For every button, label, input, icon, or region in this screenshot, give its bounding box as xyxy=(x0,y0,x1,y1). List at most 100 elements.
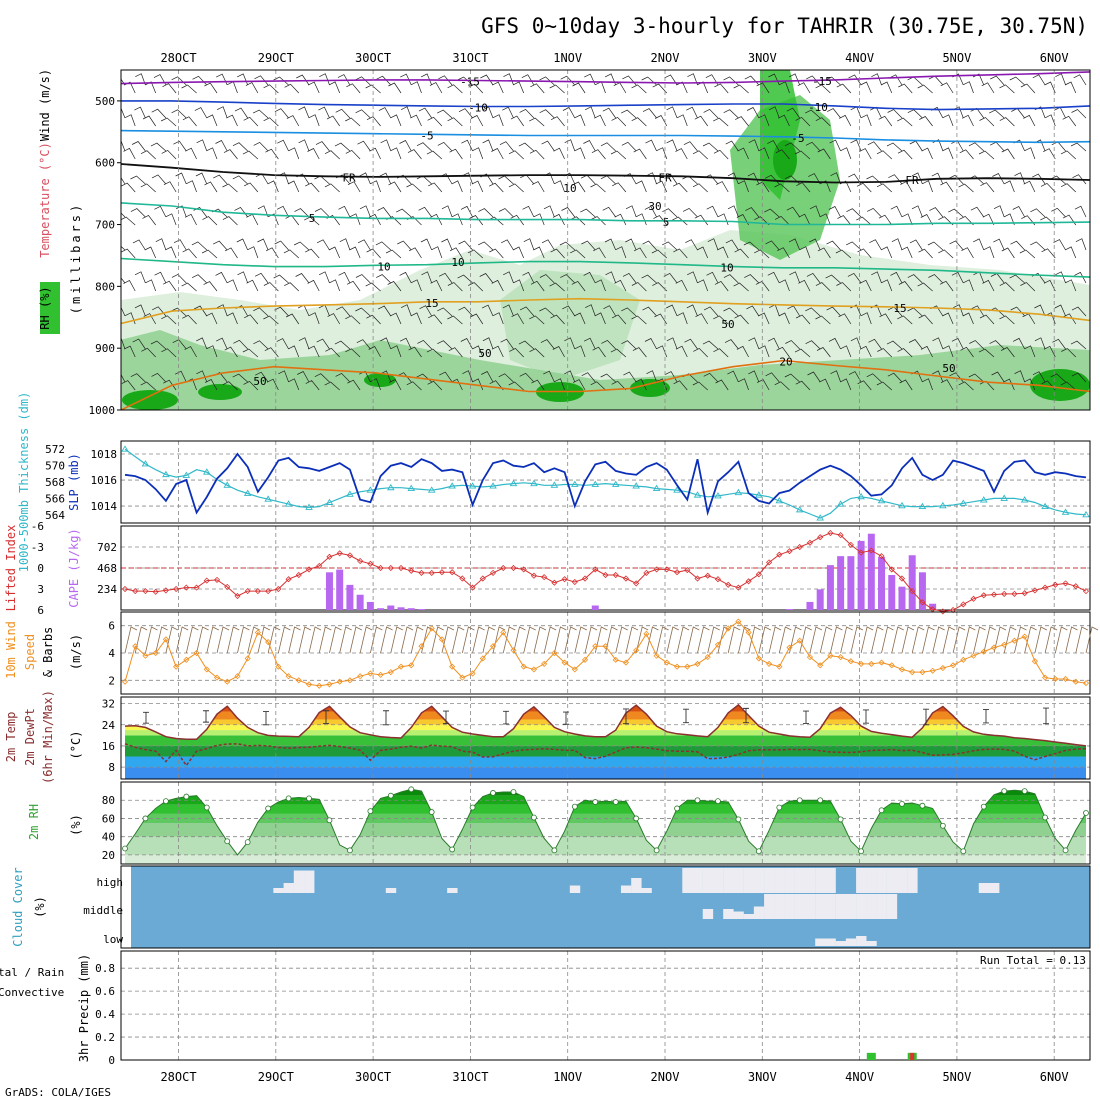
cloud-cell-high xyxy=(712,868,724,893)
wind-barb xyxy=(458,240,473,251)
surface-wind-barb xyxy=(145,626,158,654)
wind-speed-marker xyxy=(346,677,353,684)
rh-ylabel-unit: (%) xyxy=(69,814,83,836)
wind-barb xyxy=(307,148,320,160)
wind-barb xyxy=(174,370,187,383)
wind-barb xyxy=(807,371,821,383)
wind-barb xyxy=(968,373,985,383)
wind-barb xyxy=(447,315,463,325)
panel-cape-lifted-index: 234 468 702 -6 -3 0 3 6 CAPE (J/kg) Lifted Index xyxy=(4,520,1091,617)
cloud-cell-high xyxy=(702,868,714,893)
thickness-marker xyxy=(979,496,988,503)
precip-convective-label: Convective xyxy=(0,986,64,999)
wind-barb xyxy=(1001,247,1015,259)
wind-barb xyxy=(815,282,831,292)
wind-barb xyxy=(748,139,760,152)
wind-barb xyxy=(265,247,279,259)
wind-barb xyxy=(447,117,463,127)
wind-barb xyxy=(1000,347,1015,358)
wind-barb xyxy=(646,172,657,185)
wind-barb xyxy=(1065,279,1077,292)
wind-barb xyxy=(195,172,208,185)
wind-barb xyxy=(768,106,780,119)
cloud-cell-middle xyxy=(743,914,755,919)
rh-contour-label: 10 xyxy=(451,256,464,269)
rh-marker xyxy=(776,804,783,811)
wind-speed-marker xyxy=(602,643,609,650)
top-date-axis: 28OCT 29OCT 30OCT 31OCT 1NOV 2NOV 3NOV 4NOV 5NOV… xyxy=(160,51,1068,65)
lifted-index-marker xyxy=(868,547,875,554)
wind-barb xyxy=(204,82,218,94)
wind-barb xyxy=(748,337,760,350)
surface-wind-barb xyxy=(748,626,761,654)
cloud-cell-high xyxy=(764,868,775,893)
wind-barb xyxy=(185,147,197,160)
wind-barb xyxy=(611,116,627,127)
wind-barb xyxy=(339,238,351,251)
rh-key-label: RH (%) xyxy=(38,286,52,329)
wind-speed-marker xyxy=(643,630,650,637)
cloud-cell-high xyxy=(896,868,908,893)
surface-wind-barb xyxy=(789,626,802,654)
lifted-index-marker xyxy=(735,584,742,591)
wind-speed-marker xyxy=(1021,633,1028,640)
wind-barb xyxy=(869,239,882,251)
wind-barb xyxy=(590,183,606,193)
minmax-whisker xyxy=(683,708,689,724)
wind-barb xyxy=(725,140,739,152)
wind-barb xyxy=(585,304,596,317)
wind-barb xyxy=(421,271,433,284)
wind-speed-marker xyxy=(1011,637,1018,644)
thickness-marker xyxy=(652,484,661,492)
surface-wind-barb xyxy=(513,626,526,654)
thickness-marker xyxy=(550,481,559,488)
wind-barb xyxy=(786,107,800,119)
wind-barb xyxy=(1009,274,1025,284)
thickness-marker xyxy=(775,496,784,504)
wind-barb xyxy=(488,182,504,193)
wind-barb xyxy=(366,116,381,127)
wind-barb xyxy=(451,213,463,226)
wind-barb xyxy=(1001,148,1015,160)
wind-barb xyxy=(1071,306,1087,317)
wind-barb xyxy=(408,247,422,259)
wind-barb xyxy=(519,108,535,119)
cloud-cell-high xyxy=(293,870,305,893)
wind-barb xyxy=(789,271,801,284)
wind-speed-marker xyxy=(1052,675,1059,683)
isotherm-label: 20 xyxy=(779,356,792,369)
wind-barb xyxy=(614,213,627,226)
wind-barb xyxy=(121,306,126,317)
wind-barb xyxy=(583,271,596,284)
date-label-bottom: 29OCT xyxy=(258,1070,294,1084)
wind-barb xyxy=(182,314,197,325)
wind-barb xyxy=(163,181,177,193)
wind-barb xyxy=(498,373,514,383)
wind-barb xyxy=(324,150,340,160)
pressure-tick-label: 900 xyxy=(95,342,115,355)
wind-barb xyxy=(181,282,197,292)
wind-speed-marker xyxy=(704,654,711,661)
credit-text: GrADS: COLA/IGES xyxy=(5,1086,111,1099)
rh-marker xyxy=(837,816,844,823)
wind-barb xyxy=(887,109,903,119)
surface-wind-barb xyxy=(216,626,230,654)
cape-bar xyxy=(366,601,374,610)
lifted-index-marker xyxy=(397,564,405,572)
wind-barb xyxy=(518,142,535,152)
wind-barb xyxy=(673,248,688,259)
cape-ylabel: CAPE (J/kg) xyxy=(67,528,81,607)
thickness-marker xyxy=(284,500,293,507)
wind-speed-marker xyxy=(786,644,793,651)
wind-barb xyxy=(817,148,831,160)
wind-barb xyxy=(223,149,238,160)
wind-barb xyxy=(1003,213,1015,226)
wind-barb xyxy=(868,338,882,350)
wind-speed-marker xyxy=(1062,675,1069,683)
lifted-index-marker xyxy=(530,572,538,579)
date-label-bottom: 2NOV xyxy=(651,1070,680,1084)
wind-speed-marker xyxy=(234,673,241,680)
wind-barb xyxy=(877,348,893,358)
wind-barb xyxy=(794,348,811,358)
